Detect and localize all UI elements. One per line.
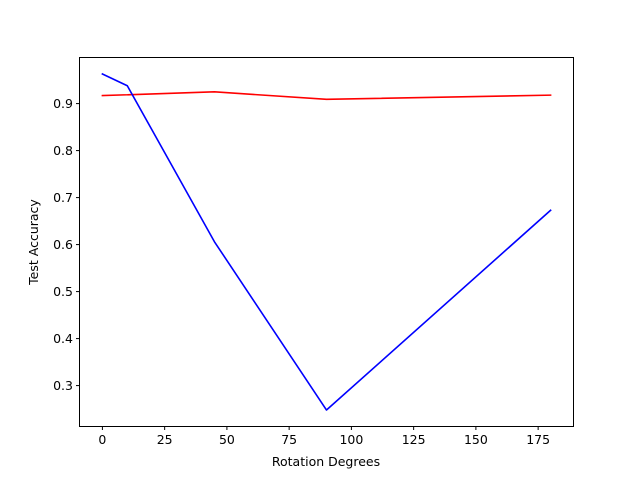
x-tick-label: 150 — [464, 432, 488, 447]
x-tick-label: 125 — [402, 432, 426, 447]
x-tick-label: 100 — [339, 432, 363, 447]
x-axis-label: Rotation Degrees — [272, 454, 380, 469]
y-tick-label: 0.5 — [53, 284, 73, 299]
y-axis-label: Test Accuracy — [26, 199, 41, 286]
series-line-1 — [101, 91, 552, 101]
plot-frame — [79, 57, 574, 427]
x-tick-label: 50 — [219, 432, 235, 447]
y-axis-ticks: 0.3 0.4 0.5 0.6 0.7 0.8 0.9 — [53, 96, 80, 393]
y-tick-label: 0.4 — [53, 331, 73, 346]
y-tick-label: 0.9 — [53, 96, 73, 111]
x-tick-label: 0 — [98, 432, 106, 447]
y-tick-label: 0.7 — [53, 190, 73, 205]
y-tick-label: 0.3 — [53, 378, 73, 393]
series-layer — [101, 72, 552, 411]
x-tick-label: 75 — [281, 432, 297, 447]
y-tick-label: 0.6 — [53, 237, 73, 252]
x-axis-ticks: 0 25 50 75 100 125 150 175 — [98, 426, 550, 447]
series-line-2 — [101, 72, 552, 411]
y-tick-label: 0.8 — [53, 143, 73, 158]
x-tick-label: 175 — [526, 432, 550, 447]
x-tick-label: 25 — [157, 432, 173, 447]
